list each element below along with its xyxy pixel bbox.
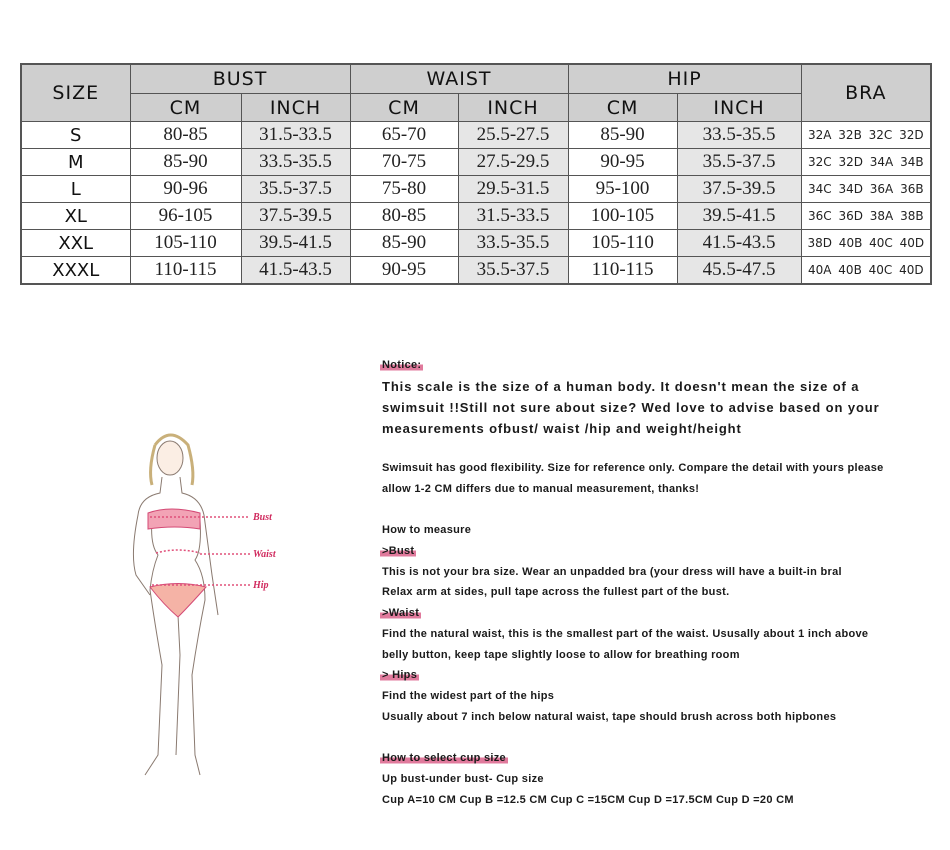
header-bust: BUST: [129, 63, 351, 94]
cup-heading: How to select cup size: [380, 752, 508, 764]
cell-size: XXL: [20, 229, 131, 257]
figure-label-hip: Hip: [252, 580, 269, 591]
size-chart-table: SIZE BUST WAIST HIP BRA CM INCH CM INCH …: [20, 63, 933, 285]
cell-bust-cm: 110-115: [129, 256, 242, 285]
cell-bust-inch: 31.5-33.5: [240, 121, 351, 149]
cell-waist-cm: 65-70: [349, 121, 459, 149]
flex-line: allow 1-2 CM differs due to manual measu…: [382, 483, 700, 495]
cell-bust-cm: 96-105: [129, 202, 242, 230]
cell-size: M: [20, 148, 131, 176]
waist-line: Find the natural waist, this is the smal…: [382, 628, 869, 640]
header-hip-cm: CM: [567, 93, 678, 122]
cell-hip-cm: 110-115: [567, 256, 678, 285]
cell-hip-inch: 41.5-43.5: [676, 229, 802, 257]
cell-waist-inch: 31.5-33.5: [457, 202, 569, 230]
hips-line: Usually about 7 inch below natural waist…: [382, 711, 837, 723]
waist-heading: >Waist: [380, 607, 422, 619]
header-bust-cm: CM: [129, 93, 242, 122]
cell-bust-inch: 33.5-35.5: [240, 148, 351, 176]
cell-waist-inch: 27.5-29.5: [457, 148, 569, 176]
flex-line: Swimsuit has good flexibility. Size for …: [382, 462, 884, 474]
cell-waist-inch: 33.5-35.5: [457, 229, 569, 257]
cell-waist-cm: 75-80: [349, 175, 459, 203]
cell-waist-inch: 25.5-27.5: [457, 121, 569, 149]
header-hip-inch: INCH: [676, 93, 802, 122]
cell-waist-inch: 29.5-31.5: [457, 175, 569, 203]
cell-bust-inch: 35.5-37.5: [240, 175, 351, 203]
cell-size: L: [20, 175, 131, 203]
cell-size: XXXL: [20, 256, 131, 285]
header-waist-inch: INCH: [457, 93, 569, 122]
header-bust-inch: INCH: [240, 93, 351, 122]
header-hip: HIP: [567, 63, 802, 94]
table-row: S 80-85 31.5-33.5 65-70 25.5-27.5 85-90 33.5-3…: [20, 121, 932, 149]
cell-bra: 38D 40B 40C 40D: [800, 229, 932, 257]
cell-bust-cm: 90-96: [129, 175, 242, 203]
cell-bust-cm: 80-85: [129, 121, 242, 149]
cell-hip-cm: 100-105: [567, 202, 678, 230]
cell-hip-cm: 90-95: [567, 148, 678, 176]
table-row: XL 96-105 37.5-39.5 80-85 31.5-33.5 100-105 39…: [20, 202, 932, 230]
cell-waist-cm: 80-85: [349, 202, 459, 230]
bust-line: Relax arm at sides, pull tape across the…: [382, 586, 730, 598]
cell-hip-inch: 35.5-37.5: [676, 148, 802, 176]
header-waist-cm: CM: [349, 93, 459, 122]
figure-label-bust: Bust: [252, 512, 273, 523]
notice-line: This scale is the size of a human body. …: [382, 379, 860, 394]
cell-waist-cm: 85-90: [349, 229, 459, 257]
cell-waist-cm: 90-95: [349, 256, 459, 285]
cell-bust-cm: 85-90: [129, 148, 242, 176]
cell-hip-cm: 105-110: [567, 229, 678, 257]
notice-line: measurements ofbust/ waist /hip and weig…: [382, 421, 742, 436]
cell-hip-inch: 37.5-39.5: [676, 175, 802, 203]
hips-line: Find the widest part of the hips: [382, 690, 555, 702]
cell-bra: 34C 34D 36A 36B: [800, 175, 932, 203]
cell-hip-inch: 39.5-41.5: [676, 202, 802, 230]
cell-bust-inch: 41.5-43.5: [240, 256, 351, 285]
cell-waist-cm: 70-75: [349, 148, 459, 176]
waist-line: belly button, keep tape slightly loose t…: [382, 649, 740, 661]
body-measurement-figure: Bust Waist Hip: [132, 433, 277, 776]
figure-label-waist: Waist: [253, 549, 277, 560]
bust-heading: >Bust: [380, 545, 417, 557]
cell-bra: 36C 36D 38A 38B: [800, 202, 932, 230]
cell-size: S: [20, 121, 131, 149]
table-row: XXXL 110-115 41.5-43.5 90-95 35.5-37.5 110-11…: [20, 256, 932, 285]
header-waist: WAIST: [349, 63, 569, 94]
cell-size: XL: [20, 202, 131, 230]
cup-line: Cup A=10 CM Cup B =12.5 CM Cup C =15CM C…: [382, 794, 794, 806]
header-bra: BRA: [800, 63, 932, 122]
how-to-measure: How to measure: [382, 524, 472, 536]
notice-line: swimsuit !!Still not sure about size? We…: [382, 400, 880, 415]
table-row: M 85-90 33.5-35.5 70-75 27.5-29.5 90-95 35.5-3…: [20, 148, 932, 176]
cell-bust-inch: 37.5-39.5: [240, 202, 351, 230]
cell-hip-cm: 95-100: [567, 175, 678, 203]
cell-bra: 32C 32D 34A 34B: [800, 148, 932, 176]
header-size: SIZE: [20, 63, 131, 122]
cell-hip-inch: 45.5-47.5: [676, 256, 802, 285]
cell-hip-inch: 33.5-35.5: [676, 121, 802, 149]
hips-heading: > Hips: [380, 669, 420, 681]
table-row: XXL 105-110 39.5-41.5 85-90 33.5-35.5 105-110…: [20, 229, 932, 257]
cell-bra: 32A 32B 32C 32D: [800, 121, 932, 149]
bust-line: This is not your bra size. Wear an unpad…: [382, 566, 842, 578]
notice-heading: Notice:: [380, 359, 424, 371]
cell-waist-inch: 35.5-37.5: [457, 256, 569, 285]
cell-hip-cm: 85-90: [567, 121, 678, 149]
table-row: L 90-96 35.5-37.5 75-80 29.5-31.5 95-100 37.5-…: [20, 175, 932, 203]
cup-line: Up bust-under bust- Cup size: [382, 773, 544, 785]
cell-bra: 40A 40B 40C 40D: [800, 256, 932, 285]
cell-bust-cm: 105-110: [129, 229, 242, 257]
cell-bust-inch: 39.5-41.5: [240, 229, 351, 257]
